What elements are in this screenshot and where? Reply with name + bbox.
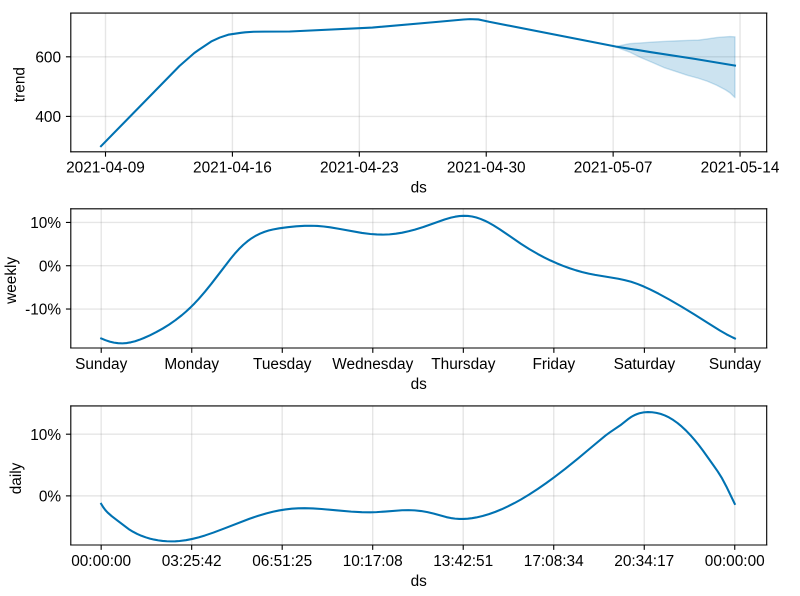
svg-text:10%: 10%	[30, 215, 61, 232]
svg-text:Saturday: Saturday	[614, 356, 676, 373]
svg-text:20:34:17: 20:34:17	[614, 553, 674, 570]
svg-text:Monday: Monday	[164, 356, 219, 373]
svg-text:13:42:51: 13:42:51	[433, 553, 493, 570]
svg-text:Sunday: Sunday	[709, 356, 762, 373]
svg-text:17:08:34: 17:08:34	[524, 553, 584, 570]
svg-text:0%: 0%	[39, 258, 62, 275]
svg-text:daily: daily	[8, 462, 25, 494]
svg-text:600: 600	[35, 49, 61, 66]
svg-text:2021-04-23: 2021-04-23	[320, 160, 399, 177]
svg-text:00:00:00: 00:00:00	[71, 553, 131, 570]
svg-text:ds: ds	[411, 180, 428, 197]
svg-text:-10%: -10%	[25, 302, 61, 319]
svg-text:Tuesday: Tuesday	[253, 356, 312, 373]
svg-text:weekly: weekly	[3, 257, 20, 305]
svg-text:Friday: Friday	[532, 356, 575, 373]
svg-text:2021-04-30: 2021-04-30	[447, 160, 526, 177]
svg-text:0%: 0%	[39, 488, 62, 505]
svg-text:400: 400	[35, 109, 61, 126]
svg-text:Thursday: Thursday	[431, 356, 495, 373]
svg-text:00:00:00: 00:00:00	[705, 553, 765, 570]
svg-text:trend: trend	[11, 67, 28, 102]
svg-text:2021-04-16: 2021-04-16	[193, 160, 272, 177]
svg-text:2021-05-07: 2021-05-07	[574, 160, 653, 177]
svg-text:Wednesday: Wednesday	[332, 356, 413, 373]
svg-text:10:17:08: 10:17:08	[343, 553, 403, 570]
svg-text:Sunday: Sunday	[75, 356, 128, 373]
svg-text:10%: 10%	[30, 427, 61, 444]
svg-text:06:51:25: 06:51:25	[252, 553, 312, 570]
svg-text:2021-04-09: 2021-04-09	[66, 160, 145, 177]
svg-text:03:25:42: 03:25:42	[162, 553, 222, 570]
svg-text:2021-05-14: 2021-05-14	[701, 160, 780, 177]
svg-text:ds: ds	[411, 573, 428, 590]
svg-text:ds: ds	[411, 376, 428, 393]
